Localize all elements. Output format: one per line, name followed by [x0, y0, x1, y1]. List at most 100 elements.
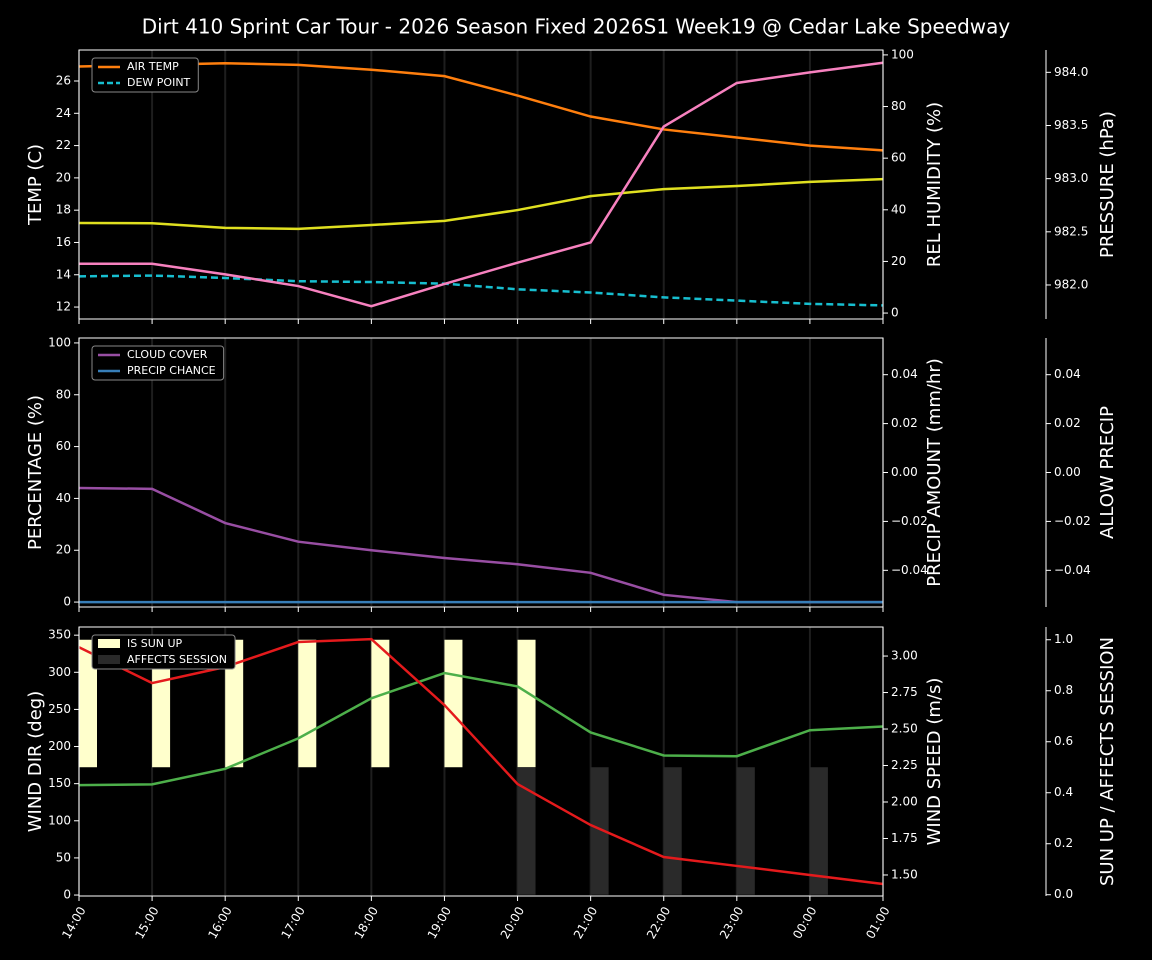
y-tick-label: 40 [56, 491, 71, 505]
legend-label: PRECIP CHANCE [127, 364, 216, 377]
series-line [78, 637, 884, 886]
bar [152, 639, 171, 768]
legend-swatch [98, 639, 120, 648]
y-tick-label: 984.0 [1054, 65, 1088, 79]
y-tick-label: 983.5 [1054, 118, 1088, 132]
y-tick-label: 0.04 [891, 367, 918, 381]
bar [371, 639, 390, 768]
y-tick-label: 12 [56, 300, 71, 314]
bar [225, 639, 244, 768]
series-line [78, 61, 884, 152]
legend-label: DEW POINT [127, 76, 191, 89]
y-tick-label: 0 [63, 595, 71, 609]
y-tick-label: 1.50 [891, 867, 918, 881]
y-tick-label: 80 [891, 99, 906, 113]
legend-box [91, 634, 236, 670]
legend-label: AIR TEMP [127, 60, 179, 73]
y-tick-label: 0.02 [1054, 416, 1081, 430]
y-tick-label: 20 [891, 254, 906, 268]
y-tick-label: 80 [56, 387, 71, 401]
axis-label: PERCENTAGE (%) [25, 395, 46, 550]
y-tick-label: 22 [56, 138, 71, 152]
y-tick-label: 250 [48, 702, 71, 716]
y-tick-label: −0.04 [891, 563, 928, 577]
bar [736, 767, 755, 895]
y-tick-label: 0.04 [1054, 367, 1081, 381]
bar [444, 639, 463, 768]
bar [809, 767, 828, 895]
y-tick-label: 24 [56, 106, 71, 120]
y-tick-label: 20 [56, 170, 71, 184]
y-tick-label: 350 [48, 628, 71, 642]
y-tick-label: 2.75 [891, 685, 918, 699]
y-tick-label: 982.5 [1054, 224, 1088, 238]
y-tick-label: 200 [48, 739, 71, 753]
y-tick-label: 60 [56, 439, 71, 453]
axis-label: PRESSURE (hPa) [1097, 111, 1118, 258]
y-tick-label: 26 [56, 74, 71, 88]
bar [517, 639, 536, 768]
y-tick-label: 16 [56, 235, 71, 249]
series-line [78, 274, 884, 307]
axis-label: REL HUMIDITY (%) [924, 102, 945, 267]
y-tick-label: 100 [48, 335, 71, 349]
axis-label: ALLOW PRECIP [1097, 406, 1118, 539]
legend: CLOUD COVER PRECIP CHANCE [91, 345, 225, 381]
y-tick-label: −0.02 [891, 514, 928, 528]
y-tick-label: 0.2 [1054, 836, 1073, 850]
y-tick-label: 0.6 [1054, 734, 1073, 748]
plot-frame [78, 49, 884, 320]
y-tick-label: 50 [56, 850, 71, 864]
legend-box [91, 345, 225, 381]
y-tick-label: 0 [891, 306, 899, 320]
plot-frame [78, 337, 884, 608]
axis-label: WIND SPEED (m/s) [924, 678, 945, 846]
y-tick-label: 1.75 [891, 831, 918, 845]
series-line [79, 61, 884, 308]
y-tick-label: 2.00 [891, 795, 918, 809]
y-tick-label: 100 [48, 813, 71, 827]
y-tick-label: 20 [56, 543, 71, 557]
legend-label: IS SUN UP [127, 637, 183, 650]
legend: IS SUN UP AFFECTS SESSION [91, 634, 236, 670]
bar [663, 767, 682, 895]
y-tick-label: 100 [891, 47, 914, 61]
y-tick-label: 1.0 [1054, 632, 1073, 646]
y-tick-label: 0.0 [1054, 887, 1073, 901]
legend: AIR TEMP DEW POINT [91, 57, 199, 93]
y-tick-label: 60 [891, 151, 906, 165]
y-tick-label: 0.02 [891, 416, 918, 430]
y-tick-label: 982.0 [1054, 277, 1088, 291]
legend-label: CLOUD COVER [127, 348, 208, 361]
y-tick-label: 983.0 [1054, 171, 1088, 185]
y-tick-label: 3.00 [891, 649, 918, 663]
y-tick-label: 0.8 [1054, 683, 1073, 697]
series-line [78, 671, 884, 787]
y-tick-label: 150 [48, 776, 71, 790]
y-tick-label: 40 [891, 202, 906, 216]
chart-title: Dirt 410 Sprint Car Tour - 2026 Season F… [142, 15, 1011, 39]
legend-label: AFFECTS SESSION [127, 653, 227, 666]
y-tick-label: 14 [56, 267, 71, 281]
y-tick-label: 2.50 [891, 722, 918, 736]
y-tick-label: 0.4 [1054, 785, 1073, 799]
y-tick-label: 18 [56, 203, 71, 217]
y-tick-label: 2.25 [891, 758, 918, 772]
axis-label: SUN UP / AFFECTS SESSION [1097, 637, 1118, 886]
y-tick-label: −0.02 [1054, 514, 1091, 528]
y-tick-label: 0.00 [1054, 465, 1081, 479]
y-tick-label: −0.04 [1054, 563, 1091, 577]
y-tick-label: 0.00 [891, 465, 918, 479]
bar [590, 767, 609, 895]
plot-frame [78, 626, 884, 897]
axis-label: PRECIP AMOUNT (mm/hr) [924, 358, 945, 587]
axis-label: TEMP (C) [25, 144, 46, 226]
y-tick-label: 0 [63, 888, 71, 902]
series-line [78, 177, 884, 231]
y-tick-label: 300 [48, 665, 71, 679]
bar [298, 639, 317, 768]
bar [79, 639, 97, 768]
